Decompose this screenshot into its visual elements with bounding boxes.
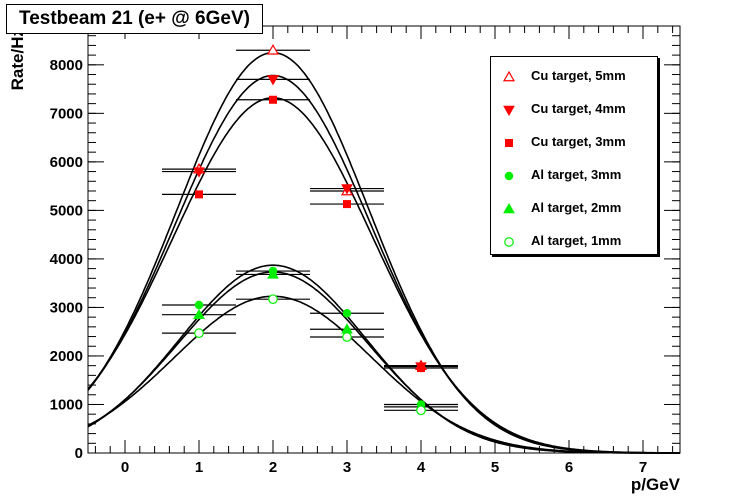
legend-marker-icon [503,105,515,117]
marker [503,105,515,117]
legend: Cu target, 5mm Cu target, 4mm Cu target, 3… [490,56,658,255]
x-tick-label: 1 [195,459,203,476]
marker [195,190,203,199]
legend-item: Cu target, 5mm [491,66,657,88]
marker [417,364,425,373]
legend-label: Cu target, 5mm [531,68,626,83]
y-tick-label: 5000 [50,202,83,219]
y-tick-label: 7000 [50,105,83,122]
x-tick-label: 4 [417,459,426,476]
marker [341,184,353,195]
marker [505,139,513,147]
legend-label: Cu target, 3mm [531,134,626,149]
marker [503,202,515,214]
marker [341,323,353,334]
legend-label: Al target, 3mm [531,167,622,182]
marker [269,95,277,104]
y-tick-label: 8000 [50,57,83,74]
y-tick-label: 0 [75,445,83,462]
x-tick-label: 2 [269,459,277,476]
fit-curve [87,264,680,454]
chart-title: Testbeam 21 (e+ @ 6GeV) [6,4,263,34]
marker [342,309,352,318]
marker [267,75,279,86]
x-tick-label: 7 [639,459,647,476]
marker [193,308,205,319]
x-tick-label: 5 [491,459,499,476]
marker [504,171,514,181]
marker [194,328,204,338]
legend-item: Al target, 3mm [491,165,657,187]
y-tick-label: 2000 [50,348,83,365]
y-tick-label: 4000 [50,251,83,268]
fit-curve [87,96,680,454]
y-tick-label: 3000 [50,299,83,316]
legend-marker-icon [503,202,515,214]
error-bars [162,49,458,411]
legend-marker-icon [504,237,514,247]
legend-marker-icon [505,139,513,147]
y-tick-label: 6000 [50,154,83,171]
marker [194,300,204,310]
marker [502,70,516,82]
marker [266,44,280,55]
x-axis-label: p/GeV [631,475,681,494]
marker [193,167,205,178]
legend-label: Cu target, 4mm [531,101,626,116]
fit-curve [87,295,680,454]
y-tick-label: 1000 [50,396,83,413]
x-tick-label: 6 [565,459,573,476]
x-tick-label: 3 [343,459,351,476]
legend-item: Cu target, 3mm [491,132,657,154]
marker [267,268,279,279]
legend-item: Al target, 1mm [491,231,657,253]
marker [416,405,426,416]
legend-marker-icon [504,171,514,181]
x-tick-label: 0 [121,459,129,476]
marker [342,332,352,342]
legend-label: Al target, 1mm [531,233,622,248]
marker [504,237,514,247]
legend-marker-icon [502,70,516,82]
fit-curve [87,271,680,454]
y-axis-label: Rate/Hz [8,28,27,90]
legend-item: Al target, 2mm [491,198,657,220]
legend-item: Cu target, 4mm [491,99,657,121]
marker [268,294,278,305]
data-points [192,44,428,416]
legend-label: Al target, 2mm [531,200,622,215]
marker [343,200,351,209]
